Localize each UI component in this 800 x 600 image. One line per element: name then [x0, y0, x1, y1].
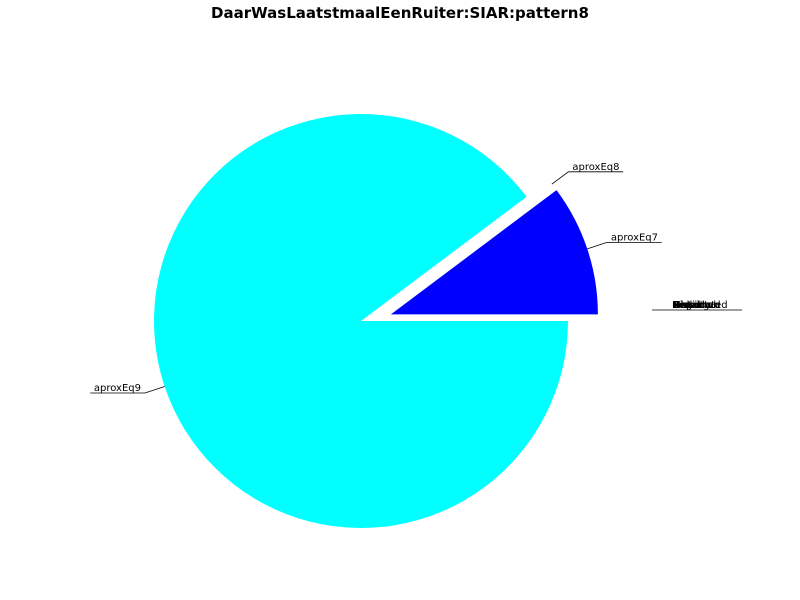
slice-label-aproxEq9: aproxEq9	[94, 383, 141, 394]
stacked-label-Missing: Missing	[672, 300, 709, 311]
leader-line-aproxEq9	[90, 386, 165, 394]
pie-slices	[153, 114, 598, 528]
chart-title: DaarWasLaatstmaalEenRuiter:SIAR:pattern8	[211, 4, 589, 22]
slice-label-aproxEq7: aproxEq7	[611, 232, 658, 243]
slice-label-aproxEq8: aproxEq8	[572, 162, 619, 173]
stacked-label-Expected: Expected	[674, 300, 721, 311]
stacked-label-Global: Global	[673, 300, 705, 311]
stacked-label-Local: Local	[674, 300, 700, 311]
leader-line-aproxEq7	[587, 241, 662, 250]
leader-line-aproxEq8	[551, 171, 624, 185]
stacked-label-Distributed: Distributed	[672, 300, 728, 311]
stacked-label-Unknown: Unknown	[673, 300, 719, 311]
stacked-label-Regional: Regional	[673, 300, 716, 311]
pie-slice-aproxEq9	[153, 114, 568, 528]
stacked-label-Remote: Remote	[672, 300, 711, 311]
pie-labels: aproxEq7 aproxEq8 aproxEq9 DistributedRegio…	[90, 162, 742, 394]
pie-slice-aproxEq7	[390, 190, 598, 315]
